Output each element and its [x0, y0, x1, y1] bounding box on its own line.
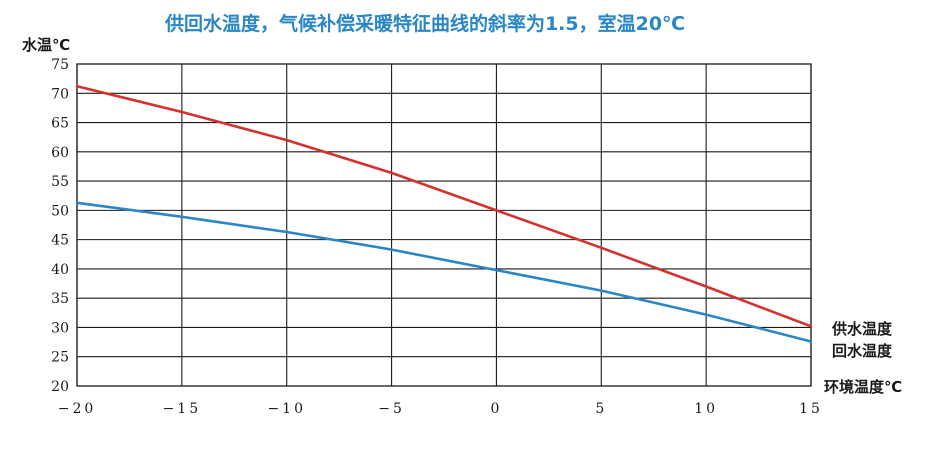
series-line-1 [75, 201, 813, 343]
x-tick-label: −10 [267, 401, 306, 417]
x-tick-label: 15 [799, 401, 823, 417]
chart-title: 供回水温度，气候补偿采暖特征曲线的斜率为1.5，室温20℃ [164, 12, 685, 35]
plot-border [76, 63, 812, 387]
series-line-0 [75, 84, 813, 328]
x-tick-label: 0 [490, 401, 502, 417]
x-tick-labels: −20 −15 −10 −5 0 5 10 15 [58, 401, 823, 417]
y-tick-label: 45 [51, 233, 69, 249]
y-tick-label: 35 [51, 291, 69, 307]
y-tick-label: 60 [51, 145, 69, 161]
plot-frame [76, 63, 812, 387]
y-tick-label: 70 [51, 86, 69, 102]
y-tick-labels: 20 25 30 35 40 45 50 55 60 65 70 75 [51, 57, 69, 395]
y-tick-label: 30 [51, 320, 69, 336]
x-tick-label: −15 [163, 401, 202, 417]
series-lines [75, 84, 813, 343]
y-tick-label: 25 [51, 350, 69, 366]
x-tick-label: 5 [595, 401, 607, 417]
y-tick-label: 20 [51, 379, 69, 395]
y-tick-label: 65 [51, 116, 69, 132]
y-tick-label: 50 [51, 203, 69, 219]
x-tick-label: −5 [378, 401, 405, 417]
y-tick-label: 75 [51, 57, 69, 73]
x-tick-label: −20 [58, 401, 97, 417]
y-tick-label: 40 [51, 262, 69, 278]
legend-label-1: 回水温度 [832, 342, 893, 360]
x-tick-label: 10 [694, 401, 718, 417]
y-axis-label: 水温℃ [22, 36, 70, 54]
legend-label-0: 供水温度 [831, 320, 893, 338]
grid [76, 63, 812, 387]
x-axis-label: 环境温度℃ [824, 378, 902, 396]
y-tick-label: 55 [51, 174, 69, 190]
